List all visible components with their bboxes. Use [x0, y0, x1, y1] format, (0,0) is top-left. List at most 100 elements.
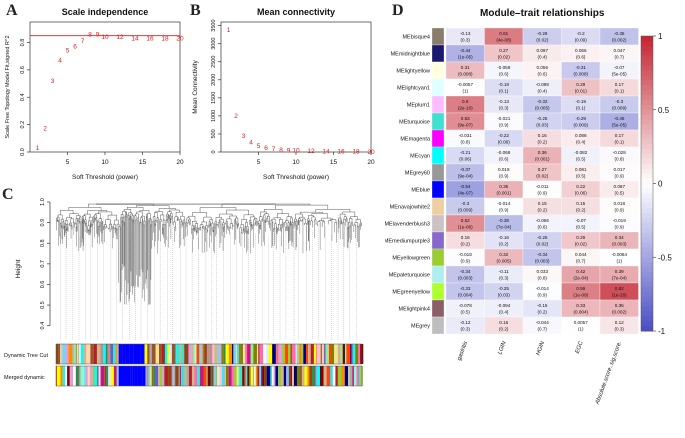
legend-gradient-step	[641, 70, 653, 76]
color-bar-segment	[253, 366, 256, 386]
color-bar-segment	[132, 344, 134, 364]
cell-correlation: 0.16	[538, 133, 547, 138]
color-bar-segment	[350, 344, 351, 364]
color-bar-segment	[316, 366, 321, 386]
cell-correlation: 0.32	[499, 252, 508, 257]
color-bar-segment	[199, 344, 203, 364]
color-bar-segment	[249, 366, 251, 386]
cell-pvalue: (0.009)	[458, 208, 473, 213]
y-tick-label: 2000	[211, 74, 217, 86]
color-bar-segment	[350, 344, 353, 364]
cell-correlation: -0.38	[499, 218, 510, 223]
module-color-swatch	[431, 180, 445, 199]
color-bar-segment	[242, 366, 245, 386]
color-bar-segment	[75, 344, 78, 364]
color-row-frame	[55, 343, 363, 365]
color-bar-segment	[300, 366, 302, 386]
color-bar-segment	[175, 366, 179, 386]
color-bar-segment	[282, 344, 286, 364]
color-bar-segment	[158, 344, 162, 364]
cell-correlation: 0.0057	[574, 320, 588, 325]
cell-pvalue: (1e-20)	[612, 293, 627, 298]
color-bar-segment	[272, 344, 276, 364]
color-bar-segment	[273, 366, 276, 386]
color-bar-segment	[129, 344, 133, 364]
cell-correlation: 0.34	[615, 235, 624, 240]
legend-gradient-step	[641, 311, 653, 317]
color-bar-segment	[110, 344, 114, 364]
data-point: 14	[322, 148, 330, 155]
cell-pvalue: (0.5)	[615, 191, 625, 196]
color-bar-segment	[349, 366, 353, 386]
color-bar-segment	[171, 366, 173, 386]
cell-pvalue: (0.03)	[498, 293, 510, 298]
color-bar-segment	[301, 344, 304, 364]
color-bar-segment	[164, 344, 168, 364]
color-bar-segment	[161, 344, 166, 364]
y-tick-label: 3500	[211, 19, 217, 31]
color-bar-segment	[315, 366, 317, 386]
x-axis-label: Soft Threshold (power)	[72, 174, 138, 181]
color-bar-segment	[148, 366, 150, 386]
color-bar-segment	[69, 366, 74, 386]
color-bar-segment	[94, 366, 98, 386]
cell-correlation: 0.61	[499, 31, 508, 36]
color-bar-segment	[316, 344, 321, 364]
color-bar-segment	[122, 344, 126, 364]
color-bar-segment	[244, 366, 246, 386]
cell-correlation: -0.014	[536, 286, 549, 291]
legend-gradient-step	[641, 134, 653, 140]
color-bar-segment	[297, 344, 299, 364]
legend-gradient-step	[641, 36, 653, 42]
cell-correlation: -0.33	[460, 286, 471, 291]
color-bar-segment	[105, 344, 108, 364]
color-bar-segment	[247, 344, 251, 364]
cell-pvalue: (0.6)	[576, 55, 586, 60]
color-bar-segment	[85, 366, 88, 386]
color-bar-segment	[237, 344, 240, 364]
cell-pvalue: (0.4)	[538, 55, 548, 60]
color-bar-segment	[259, 344, 264, 364]
legend-gradient-step	[641, 99, 653, 106]
cell-pvalue: (0.003)	[535, 259, 550, 264]
legend-gradient-step	[641, 267, 653, 273]
cell-correlation: -0.07	[614, 65, 625, 70]
cell-correlation: -0.044	[536, 320, 549, 325]
cell-pvalue: (0.01)	[575, 89, 587, 94]
color-bar-segment	[225, 344, 229, 364]
cell-correlation: 0.033	[537, 269, 549, 274]
color-bar-segment	[209, 344, 213, 364]
color-bar-segment	[108, 366, 112, 386]
y-tick-label: 500	[211, 129, 217, 138]
color-bar-segment	[174, 366, 176, 386]
y-tick-label: 0.6	[40, 281, 46, 289]
color-bar-segment	[168, 366, 172, 386]
cell-pvalue: (0.002)	[612, 38, 627, 43]
cell-correlation: 0.081	[575, 167, 587, 172]
cell-correlation: -0.16	[499, 235, 510, 240]
color-bar-segment	[126, 366, 131, 386]
cell-correlation: 0.056	[537, 65, 549, 70]
y-tick-label: 2500	[211, 56, 217, 68]
module-label: MEblue	[411, 188, 430, 194]
column-label: Absolute.score..sig.score.	[594, 341, 623, 406]
color-bar-segment	[140, 344, 145, 364]
legend-gradient-step	[641, 188, 653, 194]
cluster-dendrogram: 0.4 0.5 0.6 0.7 0.8 0.9 1.0 Height Dynamic Tree …	[4, 198, 364, 387]
cell-correlation: 0.12	[615, 320, 624, 325]
module-label: MEbisque4	[402, 35, 430, 41]
color-bar-segment	[117, 344, 119, 364]
color-bar-segment	[206, 366, 208, 386]
color-bar-segment	[139, 344, 141, 364]
y-axis-label: Scale Free Topology Model Fit,signed R^2	[5, 35, 11, 138]
color-bar-segment	[340, 344, 343, 364]
color-bar-segment	[245, 344, 248, 364]
cell-pvalue: (0.3)	[461, 38, 471, 43]
color-bar-segment	[259, 366, 262, 386]
cell-correlation: 0.097	[537, 48, 549, 53]
cell-correlation: -0.25	[537, 116, 548, 121]
legend-gradient-step	[641, 237, 653, 243]
data-point: 10	[101, 34, 109, 41]
y-tick-label: 3000	[211, 38, 217, 50]
cell-correlation: -0.46	[614, 116, 625, 121]
